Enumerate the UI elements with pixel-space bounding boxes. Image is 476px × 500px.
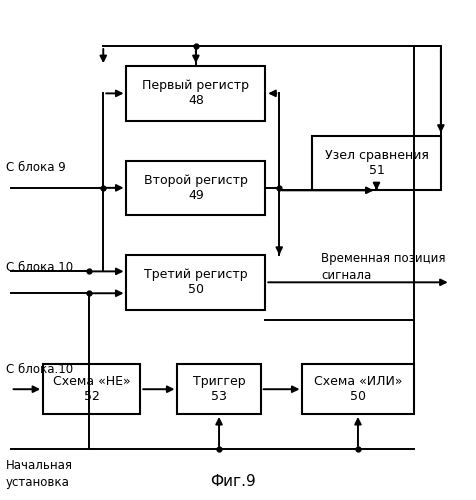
Bar [312, 136, 441, 190]
Bar [127, 160, 265, 215]
Text: С блока.10: С блока.10 [6, 363, 73, 376]
Text: Схема «НЕ»
52: Схема «НЕ» 52 [53, 375, 130, 403]
Text: Первый регистр
48: Первый регистр 48 [142, 80, 249, 108]
Text: Начальная
установка: Начальная установка [6, 459, 73, 489]
Text: Второй регистр
49: Второй регистр 49 [144, 174, 248, 202]
Bar [127, 66, 265, 120]
Text: Триггер
53: Триггер 53 [193, 375, 245, 403]
Text: Временная позиция
сигнала: Временная позиция сигнала [321, 252, 446, 282]
Bar [302, 364, 414, 414]
Text: Фиг.9: Фиг.9 [210, 474, 256, 488]
Text: С блока.10: С блока.10 [6, 261, 73, 274]
Bar [43, 364, 140, 414]
Text: С блока 9: С блока 9 [6, 162, 66, 174]
Text: Схема «ИЛИ»
50: Схема «ИЛИ» 50 [314, 375, 402, 403]
Bar [178, 364, 261, 414]
Text: Узел сравнения
51: Узел сравнения 51 [325, 149, 428, 177]
Text: Третий регистр
50: Третий регистр 50 [144, 268, 248, 296]
Bar [127, 255, 265, 310]
